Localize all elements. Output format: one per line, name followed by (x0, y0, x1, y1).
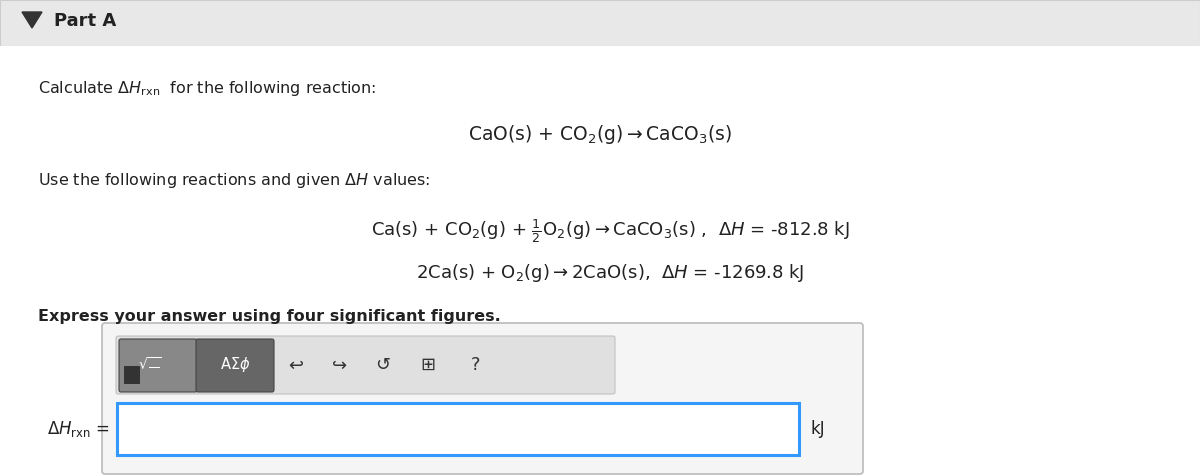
Text: Use the following reactions and given $\Delta H$ values:: Use the following reactions and given $\… (38, 171, 431, 190)
FancyBboxPatch shape (0, 0, 1200, 46)
Text: 2Ca(s) + O$_2$(g)$\rightarrow$2CaO(s),  $\Delta H$ = -1269.8 kJ: 2Ca(s) + O$_2$(g)$\rightarrow$2CaO(s), $… (416, 262, 804, 284)
Text: $\sqrt{\overline{\ \ }}$: $\sqrt{\overline{\ \ }}$ (138, 356, 162, 373)
FancyBboxPatch shape (102, 323, 863, 474)
Text: ?: ? (472, 356, 481, 374)
FancyBboxPatch shape (0, 46, 1200, 476)
Text: $\circlearrowleft$: $\circlearrowleft$ (372, 356, 391, 374)
Text: A$\Sigma\phi$: A$\Sigma\phi$ (220, 355, 251, 374)
Text: Calculate $\Delta H_{\rm rxn}$  for the following reaction:: Calculate $\Delta H_{\rm rxn}$ for the f… (38, 79, 377, 98)
Text: $\hookrightarrow$: $\hookrightarrow$ (328, 356, 348, 374)
FancyBboxPatch shape (119, 339, 197, 392)
Text: Express your answer using four significant figures.: Express your answer using four significa… (38, 308, 500, 324)
FancyBboxPatch shape (124, 366, 139, 383)
Text: $\boxplus$: $\boxplus$ (420, 356, 436, 374)
Text: $\hookleftarrow$: $\hookleftarrow$ (286, 356, 305, 374)
FancyBboxPatch shape (116, 336, 616, 394)
Text: kJ: kJ (810, 420, 824, 438)
Text: CaO(s) + CO$_2$(g)$\rightarrow$CaCO$_3$(s): CaO(s) + CO$_2$(g)$\rightarrow$CaCO$_3$(… (468, 122, 732, 146)
FancyBboxPatch shape (118, 403, 799, 455)
Polygon shape (22, 12, 42, 28)
FancyBboxPatch shape (196, 339, 274, 392)
Text: $\Delta H_{\rm rxn}$ =: $\Delta H_{\rm rxn}$ = (47, 419, 110, 439)
Text: Ca(s) + CO$_2$(g) + $\frac{1}{2}$O$_2$(g)$\rightarrow$CaCO$_3$(s) ,  $\Delta H$ : Ca(s) + CO$_2$(g) + $\frac{1}{2}$O$_2$(g… (371, 217, 850, 245)
Text: Part A: Part A (54, 11, 116, 30)
